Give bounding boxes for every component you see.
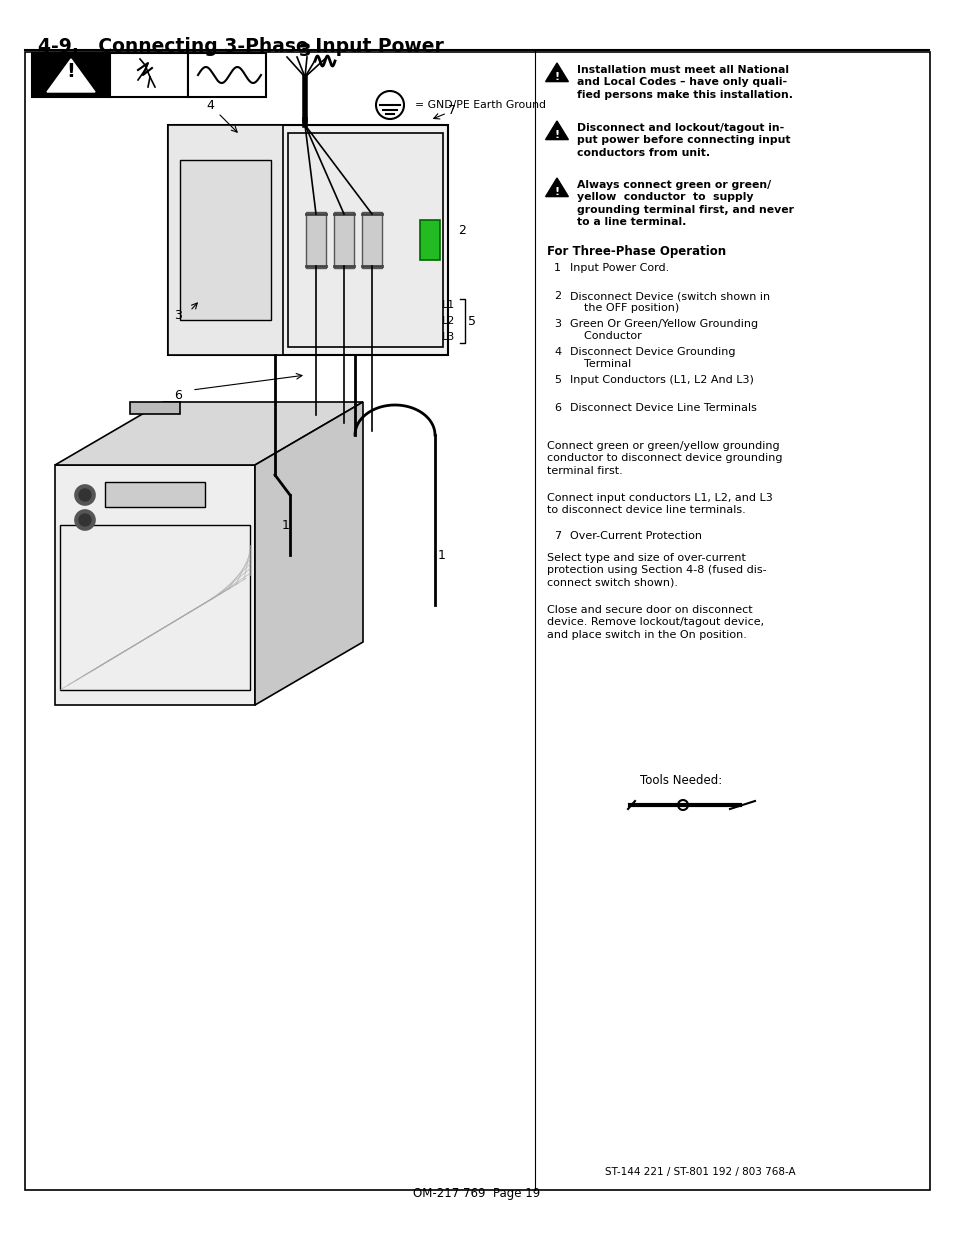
Text: Disconnect Device Grounding
    Terminal: Disconnect Device Grounding Terminal — [569, 347, 735, 368]
Text: 2: 2 — [457, 224, 465, 236]
Bar — [60, 525, 250, 690]
Text: L2: L2 — [441, 316, 455, 326]
Text: !: ! — [554, 130, 559, 140]
Text: 7: 7 — [554, 531, 560, 541]
Text: 6: 6 — [554, 403, 560, 412]
Text: Tools Needed:: Tools Needed: — [639, 774, 721, 787]
Text: Over-Current Protection: Over-Current Protection — [569, 531, 701, 541]
Bar — [130, 403, 180, 414]
Bar — [110, 53, 188, 98]
Text: For Three-Phase Operation: For Three-Phase Operation — [546, 245, 725, 258]
Text: Connect green or green/yellow grounding
conductor to disconnect device grounding: Connect green or green/yellow grounding … — [546, 441, 781, 475]
Text: 5: 5 — [468, 315, 476, 327]
Text: !: ! — [554, 72, 559, 82]
Bar — [288, 133, 442, 347]
Text: 4: 4 — [206, 99, 213, 111]
Bar — [168, 125, 448, 354]
Polygon shape — [545, 63, 568, 82]
Bar — [361, 212, 381, 268]
Text: 1: 1 — [554, 263, 560, 273]
Bar — [168, 125, 283, 354]
Text: Always connect green or green/
yellow  conductor  to  supply
grounding terminal : Always connect green or green/ yellow co… — [577, 180, 793, 227]
Bar — [105, 482, 205, 508]
Text: Green Or Green/Yellow Grounding
    Conductor: Green Or Green/Yellow Grounding Conducto… — [569, 319, 758, 341]
Polygon shape — [545, 121, 568, 140]
Circle shape — [75, 485, 95, 505]
Text: Close and secure door on disconnect
device. Remove lockout/tagout device,
and pl: Close and secure door on disconnect devi… — [546, 605, 763, 640]
Text: Input Power Cord.: Input Power Cord. — [569, 263, 669, 273]
Bar — [180, 161, 271, 320]
Bar — [32, 53, 110, 98]
Text: L1: L1 — [441, 300, 455, 310]
Text: 1: 1 — [437, 548, 445, 562]
Polygon shape — [545, 178, 568, 196]
Text: Connect input conductors L1, L2, and L3
to disconnect device line terminals.: Connect input conductors L1, L2, and L3 … — [546, 493, 772, 515]
Text: Disconnect Device Line Terminals: Disconnect Device Line Terminals — [569, 403, 756, 412]
Text: ST-144 221 / ST-801 192 / 803 768-A: ST-144 221 / ST-801 192 / 803 768-A — [604, 1167, 795, 1177]
Polygon shape — [55, 466, 254, 705]
Circle shape — [79, 514, 91, 526]
Text: 5: 5 — [554, 375, 560, 385]
Text: Disconnect and lockout/tagout in-
put power before connecting input
conductors f: Disconnect and lockout/tagout in- put po… — [577, 124, 790, 158]
Text: Input Conductors (L1, L2 And L3): Input Conductors (L1, L2 And L3) — [569, 375, 753, 385]
Bar — [306, 212, 326, 268]
Text: Select type and size of over-current
protection using Section 4-8 (fused dis-
co: Select type and size of over-current pro… — [546, 553, 766, 588]
Polygon shape — [55, 403, 363, 466]
Text: 7: 7 — [448, 104, 456, 116]
Text: 4-9.   Connecting 3-Phase Input Power: 4-9. Connecting 3-Phase Input Power — [38, 37, 443, 56]
Text: 2: 2 — [554, 291, 560, 301]
Text: 6: 6 — [174, 389, 182, 401]
Text: 3: 3 — [298, 42, 311, 61]
Text: Installation must meet all National
and Local Codes – have only quali-
fied pers: Installation must meet all National and … — [577, 65, 792, 100]
Text: 4: 4 — [554, 347, 560, 357]
Text: L3: L3 — [441, 332, 455, 342]
Polygon shape — [47, 59, 95, 91]
Text: 3: 3 — [174, 309, 182, 321]
Text: 3: 3 — [554, 319, 560, 329]
Text: !: ! — [554, 186, 559, 196]
Text: OM-217 769  Page 19: OM-217 769 Page 19 — [413, 1187, 540, 1200]
Bar — [334, 212, 354, 268]
Polygon shape — [254, 403, 363, 705]
Bar — [419, 220, 439, 261]
Text: = GND/PE Earth Ground: = GND/PE Earth Ground — [415, 100, 545, 110]
Text: 1: 1 — [282, 519, 290, 531]
Text: Disconnect Device (switch shown in
    the OFF position): Disconnect Device (switch shown in the O… — [569, 291, 769, 312]
Circle shape — [79, 489, 91, 501]
Circle shape — [75, 510, 95, 530]
Text: !: ! — [67, 62, 75, 82]
Bar — [188, 53, 266, 98]
